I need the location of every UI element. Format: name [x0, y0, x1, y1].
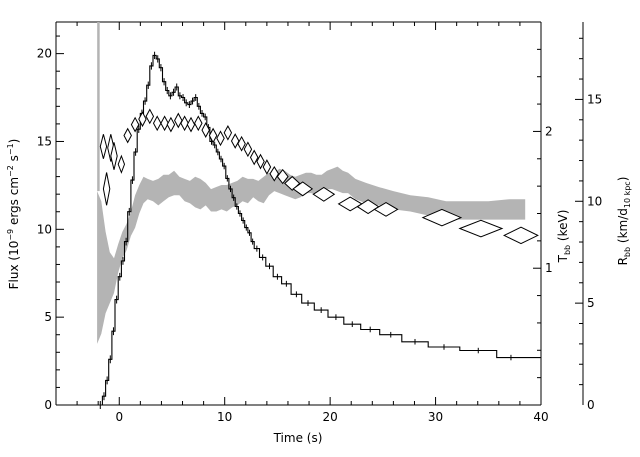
temperature-point	[276, 168, 289, 185]
flux-curve	[98, 54, 541, 406]
temperature-point	[201, 122, 210, 138]
y-left-title-sup: −2	[6, 165, 15, 177]
temperature-point	[216, 130, 225, 147]
y-temp-tick-label: 2	[545, 124, 553, 138]
y-left-tick-label: 20	[37, 47, 52, 61]
y-radius-tick-label: 15	[587, 92, 602, 106]
y-left-title-part: )	[7, 139, 21, 144]
radius-band-spike	[97, 22, 100, 192]
x-tick-label: 10	[217, 410, 232, 424]
y-temp-title-sub: bb	[563, 245, 572, 255]
y-radius-title-sub: 10 kpc	[623, 181, 632, 208]
y-temp-title-part: (keV)	[556, 210, 570, 245]
x-tick-label: 20	[322, 410, 337, 424]
y-left-title-part: Flux (10	[7, 241, 21, 290]
temperature-point	[152, 115, 162, 132]
temperature-point	[223, 124, 233, 141]
temperature-point	[373, 202, 399, 217]
temperature-point	[123, 127, 132, 144]
x-tick-label: 30	[428, 410, 443, 424]
radius-band-layer	[97, 22, 526, 344]
y-left-tick-label: 5	[44, 310, 52, 324]
y-left-title-sup: −9	[6, 229, 15, 241]
temperature-point	[99, 134, 108, 159]
x-tick-label: 0	[115, 410, 123, 424]
temperature-point	[312, 186, 336, 202]
temperature-layer	[99, 108, 539, 245]
y-radius-title-part: (km/d	[616, 208, 630, 247]
temperature-point	[421, 208, 463, 227]
y-left-tick-label: 10	[37, 222, 52, 236]
temperature-point	[256, 153, 265, 170]
temperature-point	[138, 111, 147, 128]
x-axis-title: Time (s)	[273, 431, 323, 445]
temperature-point	[117, 154, 126, 174]
temperature-point	[230, 133, 240, 149]
y-radius-title-part: )	[616, 177, 630, 182]
y-left-tick-label: 15	[37, 134, 52, 148]
temperature-point	[292, 181, 314, 197]
temperature-point	[458, 219, 504, 238]
y-radius-tick-label: 0	[587, 398, 595, 412]
y-radius-tick-label: 5	[587, 296, 595, 310]
temperature-point	[110, 142, 118, 170]
temperature-point	[174, 112, 183, 129]
y-temp-tick-label: 1	[545, 261, 553, 275]
y-temp-title-part: T	[556, 254, 570, 263]
temperature-point	[262, 159, 272, 175]
y-left-title-part: s	[7, 155, 21, 165]
temperature-point	[166, 116, 176, 133]
temperature-point	[208, 127, 218, 144]
temperature-point	[186, 116, 196, 133]
temperature-point	[237, 135, 246, 152]
y-radius-title-part: R	[616, 257, 630, 265]
temperature-point	[249, 149, 259, 166]
temperature-point	[130, 116, 140, 133]
y-radius-title-sub: bb	[623, 247, 632, 257]
temperature-point	[502, 226, 539, 245]
temperature-point	[160, 115, 169, 132]
y-temperature-axis-title: Tbb (keV)	[556, 210, 572, 264]
temperature-point	[269, 166, 280, 182]
temperature-point	[145, 108, 155, 125]
y-radius-axis-title: Rbb (km/d10 kpc)	[616, 177, 632, 266]
x-tick-label: 40	[533, 410, 548, 424]
temperature-point	[243, 141, 253, 158]
temperature-point	[194, 115, 203, 132]
y-left-title-part: ergs cm	[7, 177, 21, 229]
y-left-tick-label: 0	[44, 398, 52, 412]
y-radius-tick-label: 10	[587, 194, 602, 208]
y-left-axis-title: Flux (10−9 ergs cm−2 s−1)	[6, 139, 21, 290]
temperature-point	[180, 115, 189, 132]
y-left-title-sup: −1	[6, 143, 15, 155]
radius-band	[97, 166, 526, 344]
temperature-point	[102, 172, 111, 206]
